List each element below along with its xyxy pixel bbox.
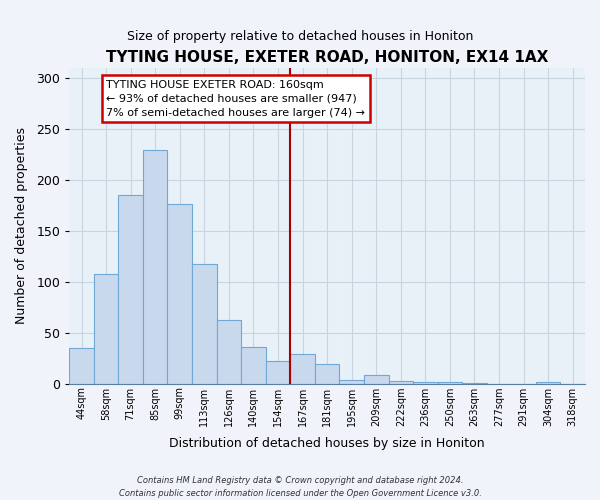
Bar [413,382,437,384]
Bar [266,361,290,384]
Title: TYTING HOUSE, EXETER ROAD, HONITON, EX14 1AX: TYTING HOUSE, EXETER ROAD, HONITON, EX14… [106,50,548,65]
Bar [437,382,462,384]
Bar [536,382,560,384]
Bar [290,354,315,384]
Bar [94,274,118,384]
Bar [192,264,217,384]
Text: Contains HM Land Registry data © Crown copyright and database right 2024.
Contai: Contains HM Land Registry data © Crown c… [119,476,481,498]
Bar [315,364,340,384]
Bar [241,347,266,384]
Text: TYTING HOUSE EXETER ROAD: 160sqm
← 93% of detached houses are smaller (947)
7% o: TYTING HOUSE EXETER ROAD: 160sqm ← 93% o… [106,80,365,118]
Bar [167,204,192,384]
Y-axis label: Number of detached properties: Number of detached properties [15,127,28,324]
Bar [118,195,143,384]
Bar [217,320,241,384]
Bar [462,382,487,384]
Bar [340,380,364,384]
Bar [143,150,167,384]
Bar [389,380,413,384]
Bar [364,376,389,384]
Bar [69,348,94,384]
X-axis label: Distribution of detached houses by size in Honiton: Distribution of detached houses by size … [169,437,485,450]
Text: Size of property relative to detached houses in Honiton: Size of property relative to detached ho… [127,30,473,43]
